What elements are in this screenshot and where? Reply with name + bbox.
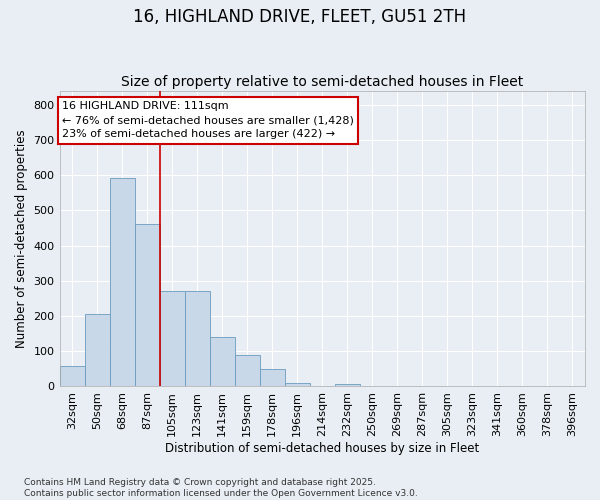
Bar <box>235 355 260 386</box>
Title: Size of property relative to semi-detached houses in Fleet: Size of property relative to semi-detach… <box>121 76 523 90</box>
Text: Contains HM Land Registry data © Crown copyright and database right 2025.
Contai: Contains HM Land Registry data © Crown c… <box>24 478 418 498</box>
Y-axis label: Number of semi-detached properties: Number of semi-detached properties <box>15 129 28 348</box>
Bar <box>85 314 110 386</box>
Bar <box>110 178 134 386</box>
Bar <box>335 384 360 386</box>
Bar <box>285 383 310 386</box>
Bar <box>209 337 235 386</box>
X-axis label: Distribution of semi-detached houses by size in Fleet: Distribution of semi-detached houses by … <box>165 442 479 455</box>
Text: 16 HIGHLAND DRIVE: 111sqm
← 76% of semi-detached houses are smaller (1,428)
23% : 16 HIGHLAND DRIVE: 111sqm ← 76% of semi-… <box>62 101 354 139</box>
Text: 16, HIGHLAND DRIVE, FLEET, GU51 2TH: 16, HIGHLAND DRIVE, FLEET, GU51 2TH <box>133 8 467 26</box>
Bar <box>185 292 209 386</box>
Bar <box>134 224 160 386</box>
Bar <box>260 369 285 386</box>
Bar <box>59 366 85 386</box>
Bar <box>160 292 185 386</box>
